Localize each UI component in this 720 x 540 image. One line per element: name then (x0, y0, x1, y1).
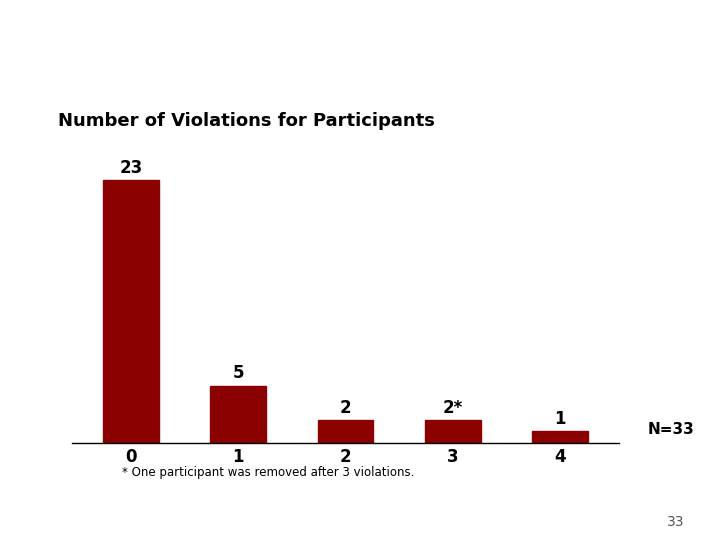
Text: 23: 23 (120, 159, 143, 177)
Text: 33: 33 (667, 515, 684, 529)
Text: 1: 1 (554, 410, 566, 428)
Bar (318, 420, 374, 443)
Bar (210, 386, 266, 443)
Bar (532, 431, 588, 443)
Text: 2: 2 (340, 399, 351, 416)
Bar (425, 420, 481, 443)
Text: * One participant was removed after 3 violations.: * One participant was removed after 3 vi… (122, 466, 415, 479)
Text: 5: 5 (233, 364, 244, 382)
Text: Number of Violations for Participants: Number of Violations for Participants (58, 112, 434, 131)
Bar (103, 180, 159, 443)
Text: Recent Activity in Henrico & Lynchburg: Recent Activity in Henrico & Lynchburg (127, 48, 593, 68)
Text: 2*: 2* (443, 399, 463, 416)
Text: N=33: N=33 (648, 422, 695, 437)
